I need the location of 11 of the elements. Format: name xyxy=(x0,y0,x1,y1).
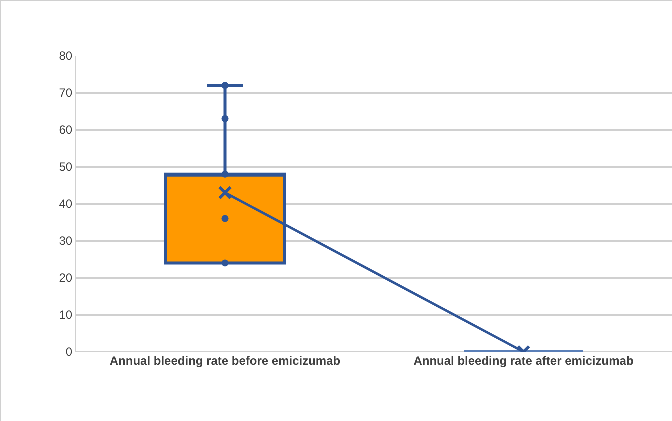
y-tick-label: 60 xyxy=(59,123,73,138)
y-tick-label: 50 xyxy=(59,160,73,174)
x-tick-label: Annual bleeding rate after emicizumab xyxy=(414,354,634,368)
y-tick-label: 10 xyxy=(59,308,73,322)
y-tick-label: 30 xyxy=(59,234,73,248)
y-tick-label: 80 xyxy=(59,49,73,64)
y-tick-label: 70 xyxy=(59,86,73,100)
y-tick-label: 20 xyxy=(59,271,73,286)
y-tick-label: 40 xyxy=(59,197,73,212)
x-tick-label: Annual bleeding rate before emicizumab xyxy=(110,354,341,368)
y-tick-label: 0 xyxy=(66,345,73,360)
